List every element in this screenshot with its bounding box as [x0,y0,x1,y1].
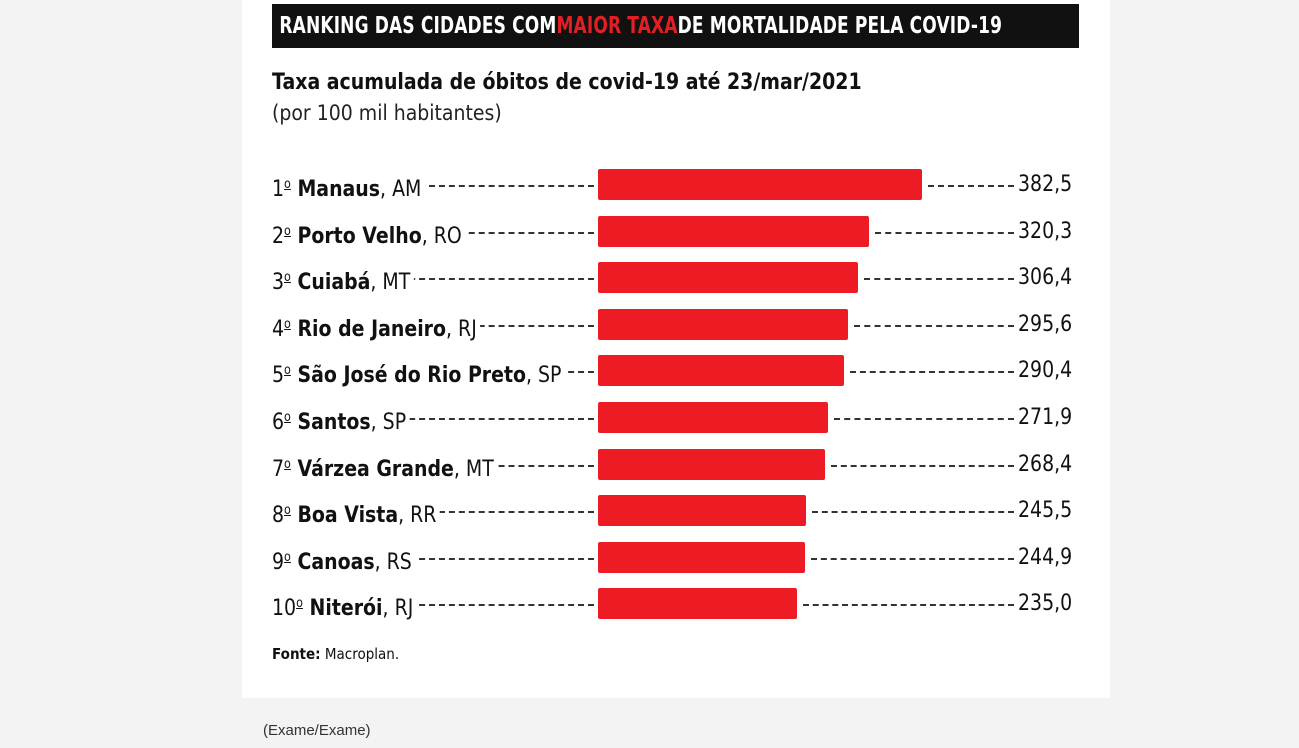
state-label: , RJ [446,317,477,342]
leader-line [280,185,594,187]
leader-line [854,325,1014,327]
ordinal-mark: o [284,503,291,518]
ordinal-mark: o [284,177,291,192]
state-label: , MT [453,457,494,482]
city-name: Várzea Grande [290,457,454,482]
city-label: 7o Várzea Grande, MT [272,450,498,482]
bar [598,542,805,573]
value-label: 295,6 [1018,312,1073,337]
state-label: , RO [421,224,462,249]
city-name: Manaus [290,177,381,202]
city-label: 5o São José do Rio Preto, SP [272,356,565,388]
leader-line [864,278,1014,280]
bar [598,449,825,480]
chart-subtitle: Taxa acumulada de óbitos de covid-19 até… [272,70,862,95]
leader-line [875,232,1014,234]
city-label: 10o Niterói, RJ [272,589,417,621]
leader-line [280,604,594,606]
ordinal-mark: o [284,410,291,425]
ordinal-mark: o [284,363,291,378]
city-label: 1o Manaus, AM [272,170,425,202]
city-name: Porto Velho [290,224,422,249]
ordinal-mark: o [296,596,303,611]
city-label: 8o Boa Vista, RR [272,496,440,528]
city-name: Santos [290,410,371,435]
ordinal-mark: o [284,550,291,565]
bar [598,402,828,433]
city-label: 2o Porto Velho, RO [272,217,466,249]
chart-title-bar: RANKING DAS CIDADES COM MAIOR TAXA DE MO… [272,4,1079,48]
bar [598,309,848,340]
value-label: 244,9 [1018,545,1073,570]
value-label: 235,0 [1018,591,1073,616]
chart-card [242,0,1110,698]
ordinal-mark: o [284,224,291,239]
leader-line [280,278,594,280]
leader-line [928,185,1014,187]
state-label: , RR [398,503,437,528]
city-name: Boa Vista [290,503,399,528]
bar [598,495,806,526]
rank-label: 2 [272,224,285,249]
leader-line [803,604,1014,606]
rank-label: 6 [272,410,285,435]
state-label: , SP [370,410,407,435]
leader-line [812,511,1014,513]
leader-line [811,558,1014,560]
rank-label: 1 [272,177,285,202]
chart-title: RANKING DAS CIDADES COM MAIOR TAXA DE MO… [279,13,1003,39]
value-label: 245,5 [1018,498,1073,523]
bar [598,588,797,619]
bar [598,262,858,293]
ordinal-mark: o [284,457,291,472]
rank-label: 9 [272,550,285,575]
rank-label: 3 [272,270,285,295]
city-name: Cuiabá [290,270,371,295]
chart-unit: (por 100 mil habitantes) [272,101,502,125]
bar [598,355,844,386]
bar [598,169,922,200]
bar [598,216,869,247]
state-label: , RJ [382,596,414,621]
city-label: 6o Santos, SP [272,403,410,435]
leader-line [831,465,1014,467]
chart-source: Fonte: Macroplan. [272,645,400,663]
leader-line [834,418,1014,420]
rank-label: 8 [272,503,285,528]
value-label: 382,5 [1018,172,1073,197]
value-label: 320,3 [1018,219,1073,244]
rank-label: 10 [272,596,297,621]
city-label: 9o Canoas, RS [272,543,416,575]
value-label: 268,4 [1018,452,1073,477]
rank-label: 4 [272,317,285,342]
state-label: , SP [526,363,562,388]
rank-label: 7 [272,457,285,482]
leader-line [850,371,1014,373]
city-name: Rio de Janeiro [290,317,447,342]
value-label: 271,9 [1018,405,1073,430]
chart-title-highlight: MAIOR TAXA [556,13,678,39]
state-label: , MT [370,270,411,295]
state-label: , RS [374,550,412,575]
city-label: 4o Rio de Janeiro, RJ [272,310,481,342]
city-name: Canoas [290,550,375,575]
ordinal-mark: o [284,270,291,285]
ordinal-mark: o [284,317,291,332]
city-label: 3o Cuiabá, MT [272,263,414,295]
value-label: 306,4 [1018,265,1073,290]
image-caption: (Exame/Exame) [263,722,371,739]
leader-line [280,418,594,420]
city-name: Niterói [302,596,383,621]
value-label: 290,4 [1018,358,1073,383]
rank-label: 5 [272,363,285,388]
city-name: São José do Rio Preto [290,363,527,388]
state-label: , AM [380,177,422,202]
leader-line [280,558,594,560]
